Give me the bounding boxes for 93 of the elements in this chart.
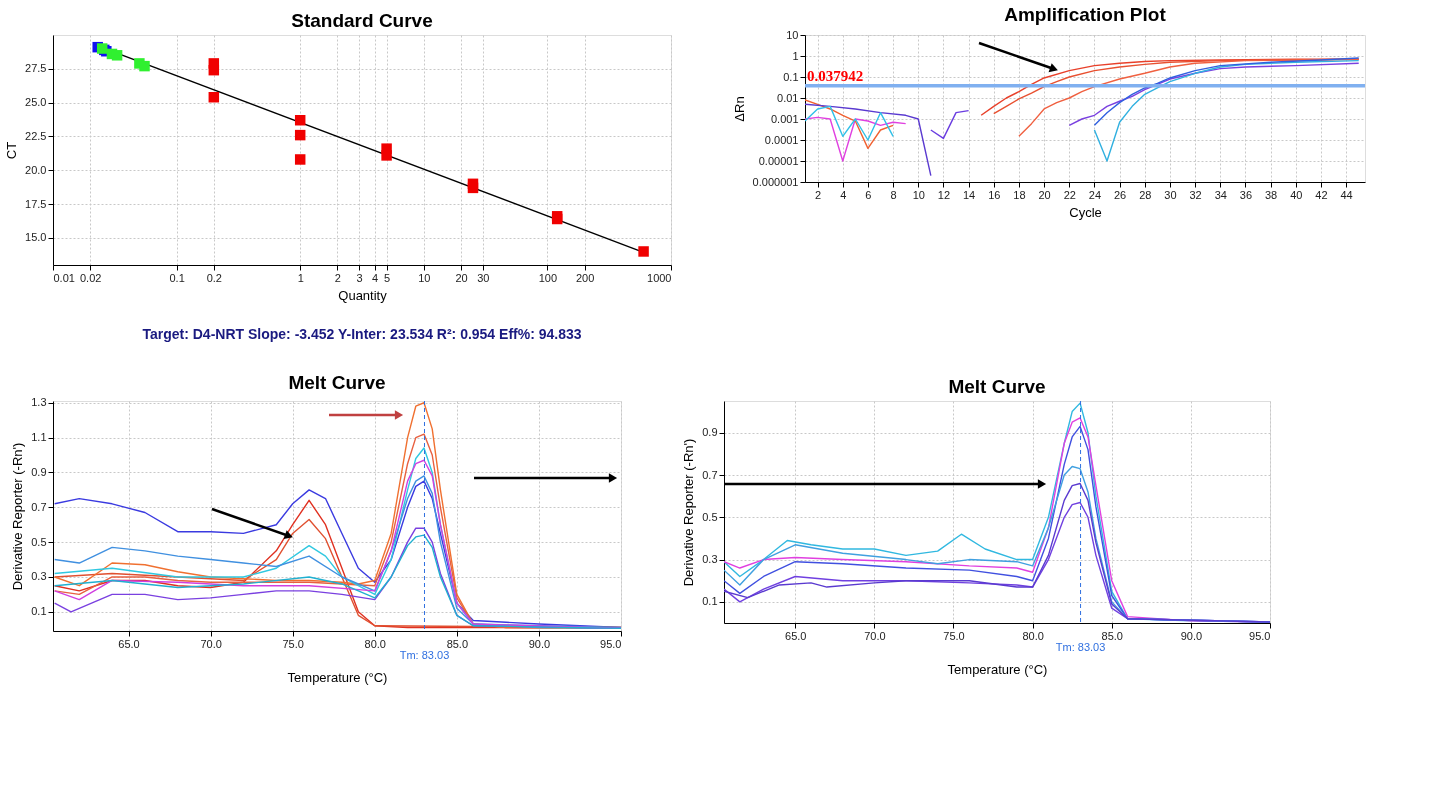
x-axis-title: Temperature (°C)	[947, 661, 1048, 677]
x-tick-label: 5	[384, 271, 391, 284]
x-tick-label: 26	[1113, 188, 1127, 201]
y-tick-label: 20.0	[25, 163, 47, 176]
x-tick-label: 65.0	[118, 637, 140, 650]
x-tick-label: 44	[1340, 188, 1353, 201]
y-tick-label: 0.5	[31, 535, 47, 548]
x-axis-title: Quantity	[338, 287, 388, 303]
y-tick-label: 10	[786, 28, 799, 41]
x-tick-label: 2	[334, 271, 341, 284]
x-tick-label: 36	[1239, 188, 1253, 201]
y-tick-label: 0.7	[31, 500, 47, 513]
x-tick-label: 20	[455, 271, 468, 284]
x-tick-label: 85.0	[1101, 629, 1123, 642]
y-axis-title: Derivative Reporter (-Rn')	[681, 438, 697, 587]
y-axis-title: Derivative Reporter (-Rn')	[10, 442, 26, 591]
x-tick-label: 2	[815, 188, 822, 201]
x-tick-label: 20	[1038, 188, 1051, 201]
y-tick-label: 0.3	[702, 553, 718, 566]
x-tick-label: 42	[1315, 188, 1328, 201]
x-tick-label: 30	[477, 271, 490, 284]
x-tick-label: 70.0	[864, 629, 886, 642]
chart-title: Melt Curve	[288, 371, 386, 393]
x-tick-label: 6	[865, 188, 872, 201]
x-tick-label: 38	[1264, 188, 1278, 201]
y-tick-label: 25.0	[25, 96, 47, 109]
x-tick-label: 22	[1063, 188, 1076, 201]
x-tick-label: 4	[372, 271, 379, 284]
y-tick-label: 1	[792, 49, 799, 62]
chart-title: Melt Curve	[948, 375, 1046, 397]
x-tick-label: 24	[1088, 188, 1102, 201]
x-tick-label: 1000	[647, 271, 672, 284]
x-tick-label: 90.0	[1180, 629, 1203, 642]
y-tick-label: 0.0001	[764, 133, 799, 146]
x-tick-label: 28	[1139, 188, 1152, 201]
x-tick-label: 40	[1290, 188, 1303, 201]
x-tick-label: 100	[538, 271, 558, 284]
x-tick-label: 12	[937, 188, 951, 201]
x-tick-label: 16	[988, 188, 1001, 201]
y-tick-label: 0.3	[31, 570, 47, 583]
y-tick-label: 0.9	[702, 426, 718, 439]
chart-title: Standard Curve	[291, 10, 433, 31]
x-tick-label: 0.02	[80, 271, 102, 284]
x-tick-label: 85.0	[446, 637, 469, 650]
y-tick-label: 0.01	[777, 91, 799, 104]
y-axis-title: CT	[4, 141, 20, 160]
x-tick-label: 95.0	[1249, 629, 1271, 642]
x-tick-label: 8	[890, 188, 897, 201]
x-tick-label: 18	[1013, 188, 1026, 201]
x-tick-label: 90.0	[528, 637, 551, 650]
x-tick-label: 0.1	[169, 271, 185, 284]
y-tick-label: 15.0	[25, 231, 47, 244]
y-tick-label: 0.00001	[758, 154, 799, 167]
y-axis-title: ΔRn	[731, 96, 747, 122]
x-tick-label: 30	[1164, 188, 1177, 201]
x-tick-label: 75.0	[282, 637, 304, 650]
text: Target: D4-NRT Slope: -3.452 Y-Inter: 23.534 R²: 0.954 Eff%: 94.833	[142, 326, 582, 342]
y-tick-label: 0.1	[702, 595, 718, 608]
x-tick-label: 75.0	[943, 629, 965, 642]
x-tick-label: 1	[297, 271, 304, 284]
x-tick-label: 65.0	[785, 629, 807, 642]
y-tick-label: 1.1	[31, 431, 47, 444]
y-tick-label: 0.7	[702, 468, 718, 481]
x-tick-label: 70.0	[200, 637, 222, 650]
y-tick-label: 27.5	[25, 62, 47, 75]
y-tick-label: 17.5	[25, 197, 47, 210]
chart-title: Amplification Plot	[1004, 4, 1167, 25]
x-tick-label: 80.0	[1022, 629, 1044, 642]
x-tick-label: 14	[962, 188, 976, 201]
x-tick-label: 10	[912, 188, 925, 201]
x-tick-label: 34	[1214, 188, 1227, 201]
x-axis-title: Temperature (°C)	[287, 669, 388, 685]
y-tick-label: 22.5	[25, 129, 47, 142]
y-tick-label: 0.1	[783, 70, 799, 83]
x-tick-label: 32	[1189, 188, 1202, 201]
x-tick-label: 80.0	[364, 637, 386, 650]
y-tick-label: 0.000001	[752, 175, 799, 188]
x-tick-label: 4	[840, 188, 847, 201]
x-tick-label: 200	[575, 271, 595, 284]
x-tick-label: 0.01	[53, 271, 75, 284]
ref-line-label: Tm: 83.03	[399, 649, 450, 661]
ref-line-label: Tm: 83.03	[1055, 641, 1106, 653]
x-tick-label: 10	[418, 271, 431, 284]
x-tick-label: 0.2	[206, 271, 222, 284]
y-tick-label: 0.5	[702, 510, 718, 523]
y-tick-label: 0.1	[31, 605, 47, 618]
y-tick-label: 0.9	[31, 465, 47, 478]
y-tick-label: 0.001	[770, 112, 799, 125]
ref-line-label: 0.037942	[807, 67, 864, 84]
x-tick-label: 3	[356, 271, 363, 284]
y-tick-label: 1.3	[31, 396, 47, 409]
x-tick-label: 95.0	[600, 637, 622, 650]
x-axis-title: Cycle	[1069, 204, 1102, 220]
